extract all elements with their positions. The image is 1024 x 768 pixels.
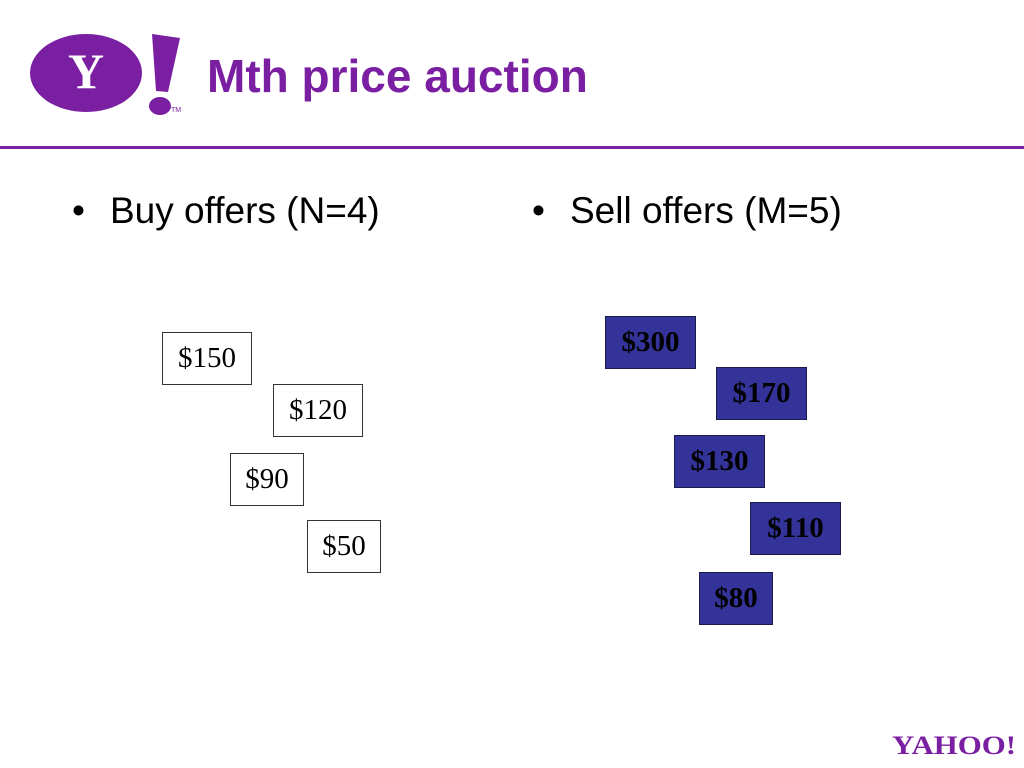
buy-offer-box: $90 [230, 453, 304, 506]
sell-offers-heading: • Sell offers (M=5) [532, 188, 842, 234]
svg-text:TM: TM [171, 107, 181, 114]
exclamation-icon: TM [149, 34, 181, 115]
yahoo-wordmark-icon: YAHOO! [892, 731, 1016, 760]
yahoo-wordmark-text: YAHOO! [892, 731, 1016, 760]
sell-offers-heading-text: Sell offers (M=5) [570, 190, 842, 231]
sell-offer-box: $130 [674, 435, 765, 488]
yahoo-logo-letter: Y [67, 43, 105, 99]
bullet-glyph: • [72, 190, 85, 231]
bullet-glyph: • [532, 190, 545, 231]
buy-offer-box: $50 [307, 520, 381, 573]
buy-offer-box: $120 [273, 384, 363, 437]
buy-offers-heading: • Buy offers (N=4) [72, 188, 380, 234]
sell-offer-box: $110 [750, 502, 841, 555]
title-divider [0, 146, 1024, 149]
sell-offer-box: $80 [699, 572, 773, 625]
sell-offer-box: $300 [605, 316, 696, 369]
sell-offer-box: $170 [716, 367, 807, 420]
buy-offer-box: $150 [162, 332, 252, 385]
slide-title: Mth price auction [207, 50, 588, 102]
buy-offers-heading-text: Buy offers (N=4) [110, 190, 380, 231]
yahoo-logo-icon: Y [30, 34, 142, 112]
